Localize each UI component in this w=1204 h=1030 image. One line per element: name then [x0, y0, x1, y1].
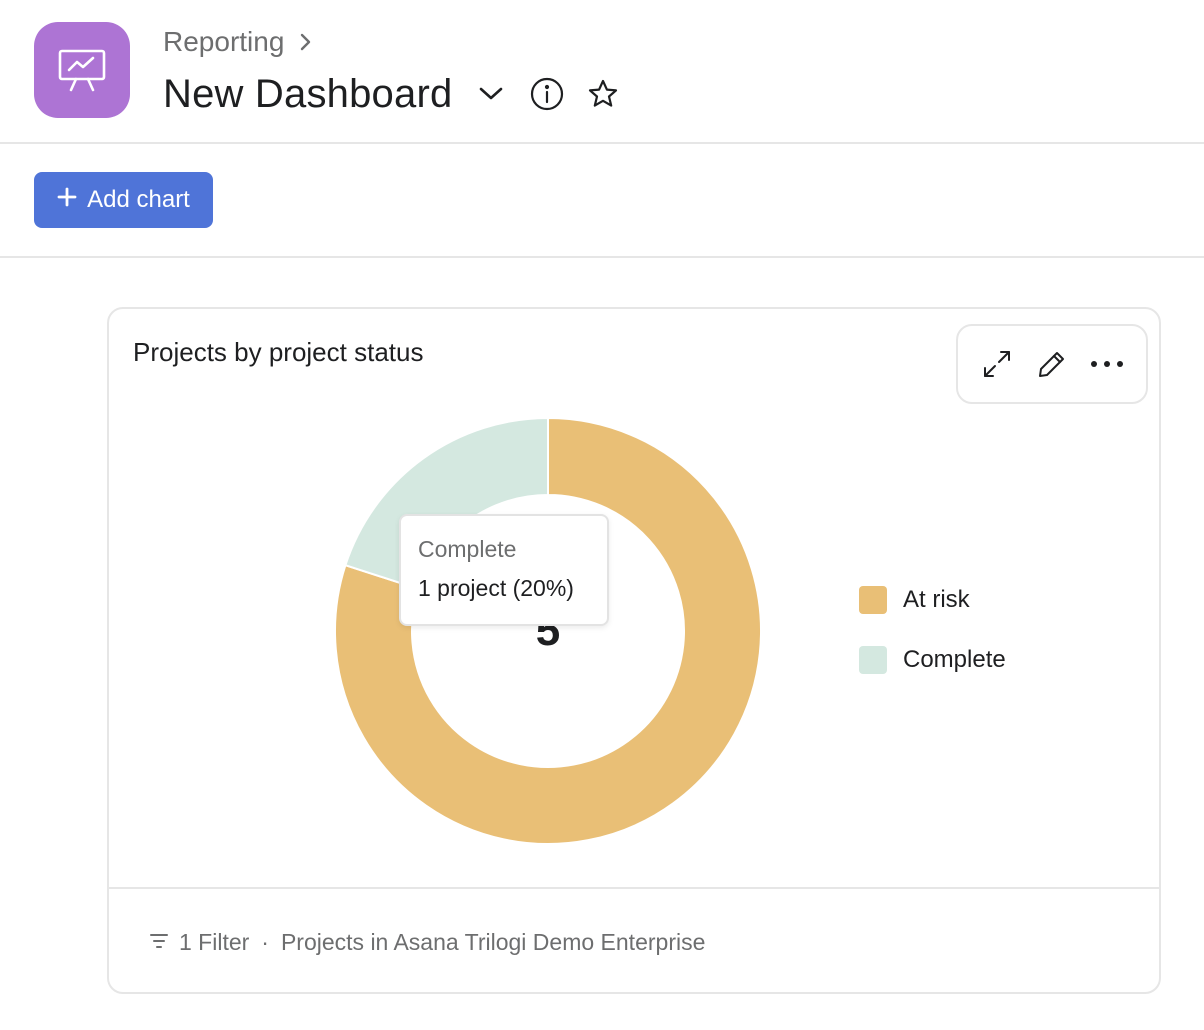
chart-card-footer: 1 Filter · Projects in Asana Trilogi Dem…	[109, 887, 1159, 992]
page-title: New Dashboard	[163, 71, 453, 116]
legend-item-at-risk[interactable]: At risk	[859, 584, 1006, 616]
chart-tooltip: Complete 1 project (20%)	[399, 514, 609, 626]
chart-card-actions	[956, 324, 1148, 404]
dashboard-toolbar: Add chart	[0, 144, 1204, 258]
pencil-icon[interactable]	[1032, 344, 1072, 384]
info-icon[interactable]	[530, 77, 564, 111]
chart-card: Projects by project status 5 At risk Comp…	[107, 307, 1161, 994]
expand-icon[interactable]	[977, 344, 1017, 384]
chevron-right-icon	[298, 32, 312, 52]
star-icon[interactable]	[586, 77, 620, 111]
filter-button[interactable]: 1 Filter	[149, 929, 249, 956]
plus-icon	[57, 186, 77, 214]
breadcrumb-reporting-link[interactable]: Reporting	[163, 26, 285, 57]
tooltip-value: 1 project (20%)	[418, 575, 574, 601]
legend-label: At risk	[903, 586, 970, 613]
footer-separator: ·	[261, 929, 269, 955]
filter-icon	[149, 929, 169, 956]
filter-summary: 1 Filter · Projects in Asana Trilogi Dem…	[149, 929, 705, 956]
title-row: New Dashboard	[163, 66, 620, 122]
chart-legend: At risk Complete	[859, 584, 1006, 704]
legend-item-complete[interactable]: Complete	[859, 644, 1006, 676]
presentation-chart-icon	[34, 22, 130, 118]
chevron-down-icon[interactable]	[476, 79, 506, 109]
tooltip-title: Complete	[418, 536, 517, 562]
page-header: Reporting New Dashboard	[0, 0, 1204, 144]
donut-slice-at-risk[interactable]	[334, 416, 762, 845]
legend-swatch	[859, 646, 887, 674]
legend-swatch	[859, 586, 887, 614]
filter-scope: Projects in Asana Trilogi Demo Enterpris…	[280, 929, 706, 955]
legend-label: Complete	[903, 646, 1006, 673]
more-icon[interactable]	[1087, 344, 1127, 384]
filter-count: 1 Filter	[179, 929, 250, 955]
add-chart-button[interactable]: Add chart	[34, 172, 213, 228]
breadcrumb: Reporting	[163, 24, 312, 60]
chart-card-title: Projects by project status	[133, 337, 424, 367]
add-chart-label: Add chart	[87, 186, 190, 213]
